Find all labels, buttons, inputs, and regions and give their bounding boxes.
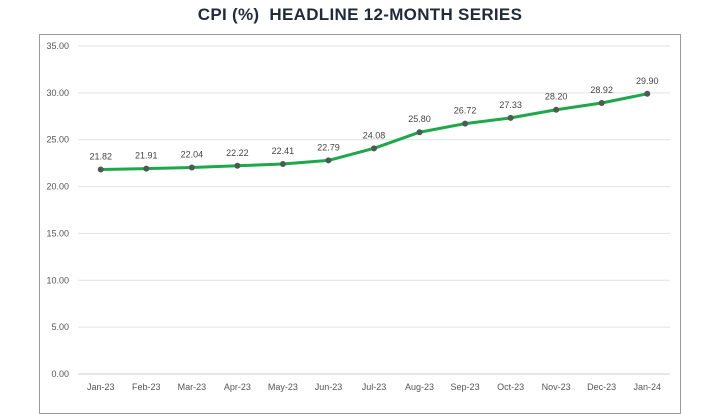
x-tick-label: Oct-23 <box>497 382 524 392</box>
data-point <box>143 165 150 172</box>
data-label: 27.33 <box>499 100 522 110</box>
y-tick-label: 35.00 <box>46 41 69 51</box>
data-point <box>644 90 651 97</box>
data-point <box>279 160 286 167</box>
x-tick-label: Feb-23 <box>132 382 161 392</box>
x-tick-label: Aug-23 <box>405 382 434 392</box>
data-point <box>462 120 469 127</box>
data-point <box>97 166 104 173</box>
data-point <box>234 162 241 169</box>
data-label: 22.79 <box>317 142 340 152</box>
data-point <box>416 129 423 136</box>
data-point <box>371 145 377 152</box>
x-tick-label: Jun-23 <box>315 382 343 392</box>
data-label: 22.22 <box>226 148 249 158</box>
x-tick-label: Nov-23 <box>542 382 571 392</box>
x-tick-label: Jan-23 <box>87 382 115 392</box>
y-tick-label: 30.00 <box>46 88 69 98</box>
x-tick-label: Mar-23 <box>178 382 207 392</box>
data-point <box>507 114 514 121</box>
data-point <box>188 164 195 171</box>
x-tick-label: Sep-23 <box>451 382 480 392</box>
data-label: 22.41 <box>272 146 295 156</box>
data-label: 28.92 <box>590 85 613 95</box>
data-point <box>598 99 605 106</box>
data-label: 21.91 <box>135 151 158 161</box>
data-point <box>325 157 332 164</box>
x-tick-label: May-23 <box>268 382 298 392</box>
y-tick-label: 20.00 <box>46 182 69 192</box>
data-label: 21.82 <box>90 152 113 162</box>
y-tick-label: 5.00 <box>51 322 69 332</box>
y-tick-label: 0.00 <box>51 369 69 379</box>
data-label: 28.20 <box>545 92 568 102</box>
line-chart: 0.00 5.00 10.00 15.00 20.00 25.00 30.00 35.00 Ja… <box>46 41 670 392</box>
x-tick-label: Jan-24 <box>633 382 661 392</box>
data-point <box>553 106 560 113</box>
data-label: 22.04 <box>181 149 204 159</box>
x-tick-label: Jul-23 <box>362 382 387 392</box>
data-label: 24.08 <box>363 130 386 140</box>
y-tick-label: 10.00 <box>46 275 69 285</box>
data-label: 25.80 <box>408 114 431 124</box>
chart-title: CPI (%) HEADLINE 12-MONTH SERIES <box>197 5 523 24</box>
y-tick-label: 15.00 <box>46 228 69 238</box>
data-label: 26.72 <box>454 106 477 116</box>
x-tick-label: Dec-23 <box>587 382 616 392</box>
data-label: 29.90 <box>636 76 659 86</box>
x-tick-label: Apr-23 <box>224 382 251 392</box>
y-tick-label: 25.00 <box>46 135 69 145</box>
